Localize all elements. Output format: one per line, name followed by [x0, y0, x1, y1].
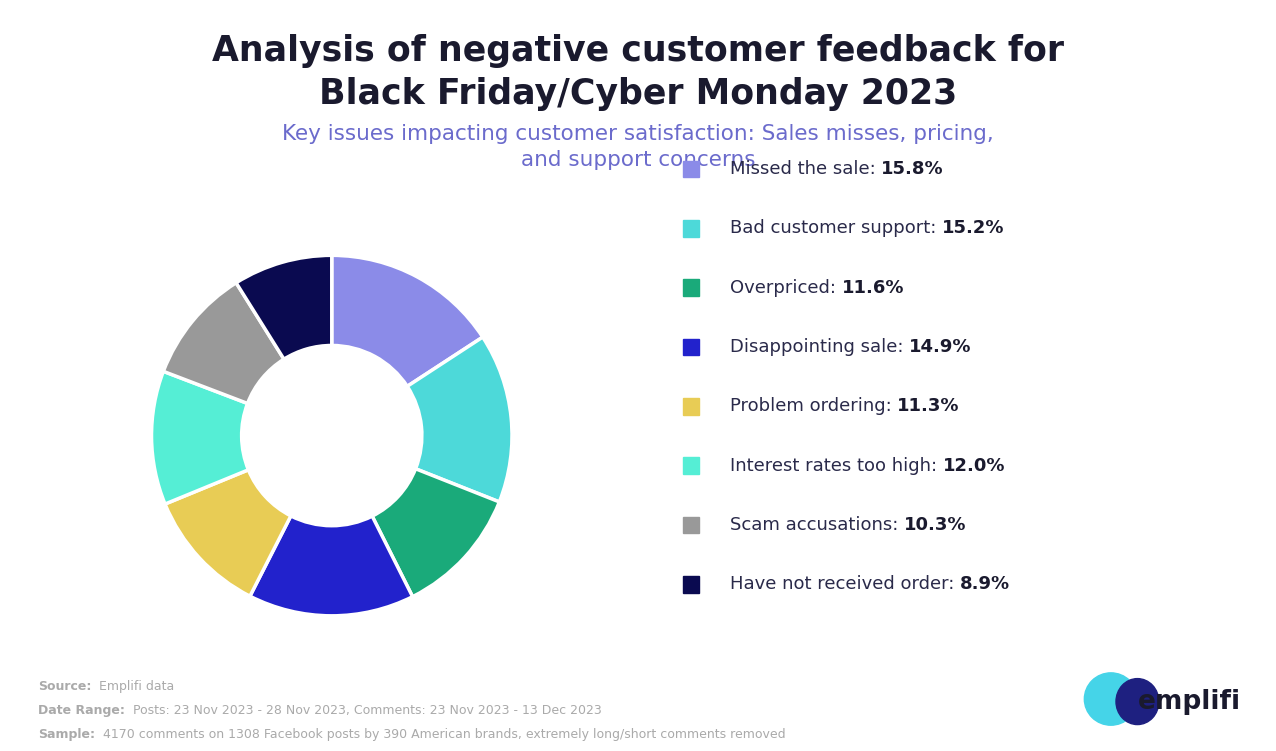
Text: Missed the sale:: Missed the sale: — [730, 160, 882, 178]
Wedge shape — [152, 371, 249, 504]
Wedge shape — [407, 337, 512, 502]
Ellipse shape — [1085, 673, 1137, 725]
Text: Have not received order:: Have not received order: — [730, 575, 960, 593]
Wedge shape — [373, 469, 499, 597]
Text: 4170 comments on 1308 Facebook posts by 390 American brands, extremely long/shor: 4170 comments on 1308 Facebook posts by … — [100, 728, 786, 740]
Wedge shape — [165, 470, 291, 596]
Text: Bad customer support:: Bad customer support: — [730, 219, 942, 237]
Text: 15.2%: 15.2% — [942, 219, 1004, 237]
Text: Problem ordering:: Problem ordering: — [730, 397, 897, 415]
Wedge shape — [332, 255, 482, 386]
Text: Emplifi data: Emplifi data — [96, 680, 175, 692]
Text: 11.3%: 11.3% — [897, 397, 960, 415]
Text: 15.8%: 15.8% — [882, 160, 944, 178]
Text: Date Range:: Date Range: — [38, 704, 125, 716]
Text: 10.3%: 10.3% — [903, 516, 966, 534]
Wedge shape — [250, 516, 412, 616]
Text: Analysis of negative customer feedback for
Black Friday/Cyber Monday 2023: Analysis of negative customer feedback f… — [212, 34, 1064, 111]
Text: 14.9%: 14.9% — [909, 338, 971, 356]
Text: 11.6%: 11.6% — [842, 279, 905, 297]
Text: Sample:: Sample: — [38, 728, 96, 740]
Text: Interest rates too high:: Interest rates too high: — [730, 457, 943, 475]
Ellipse shape — [1116, 679, 1159, 725]
Text: emplifi: emplifi — [1138, 689, 1242, 715]
Text: Key issues impacting customer satisfaction: Sales misses, pricing,
and support c: Key issues impacting customer satisfacti… — [282, 124, 994, 170]
Text: Posts: 23 Nov 2023 - 28 Nov 2023, Comments: 23 Nov 2023 - 13 Dec 2023: Posts: 23 Nov 2023 - 28 Nov 2023, Commen… — [129, 704, 602, 716]
Text: 8.9%: 8.9% — [960, 575, 1011, 593]
Wedge shape — [163, 283, 285, 403]
Text: 12.0%: 12.0% — [943, 457, 1005, 475]
Text: Scam accusations:: Scam accusations: — [730, 516, 903, 534]
Wedge shape — [236, 255, 332, 359]
Text: Source:: Source: — [38, 680, 92, 692]
Text: Disappointing sale:: Disappointing sale: — [730, 338, 909, 356]
Text: Overpriced:: Overpriced: — [730, 279, 842, 297]
